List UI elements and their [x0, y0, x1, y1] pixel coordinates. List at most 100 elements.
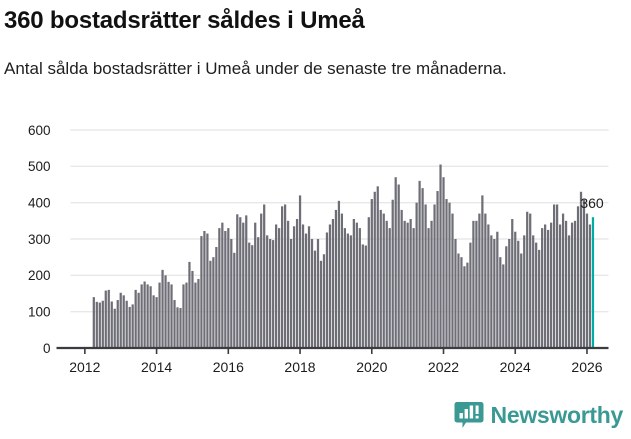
- bar: [585, 213, 589, 348]
- bar: [281, 206, 284, 348]
- bar: [113, 308, 116, 348]
- value-annotations: 360: [580, 195, 604, 211]
- bar: [567, 235, 571, 348]
- bar-chart-speech-bubble-icon: [454, 400, 484, 430]
- bar: [146, 284, 149, 348]
- bar: [376, 186, 379, 348]
- y-tick-label: 400: [28, 196, 51, 211]
- bar: [526, 211, 529, 348]
- y-axis-labels: 0 100 200 300 400 500 600: [28, 123, 51, 356]
- x-tick-label: 2020: [356, 359, 387, 375]
- bar: [588, 224, 592, 348]
- bar: [301, 224, 305, 348]
- x-tick-label: 2012: [69, 359, 100, 375]
- bar: [137, 292, 140, 348]
- x-tick-label: 2018: [284, 359, 315, 375]
- bar: [385, 220, 388, 348]
- bar: [403, 220, 406, 348]
- bar: [388, 228, 391, 348]
- chart-subtitle: Antal sålda bostadsrätter i Umeå under d…: [4, 59, 507, 78]
- bar: [490, 235, 493, 348]
- bar: [331, 219, 335, 348]
- bar: [164, 275, 167, 348]
- bar: [221, 222, 224, 348]
- bar: [275, 224, 278, 348]
- x-tick-label: 2014: [141, 359, 172, 375]
- bar: [505, 246, 508, 348]
- bar: [448, 202, 451, 348]
- bar: [427, 228, 430, 348]
- bar: [343, 228, 347, 348]
- bar: [313, 250, 317, 348]
- bar: [278, 228, 281, 348]
- bar: [466, 262, 469, 348]
- bar: [185, 282, 188, 348]
- bar: [481, 195, 484, 348]
- bar: [140, 284, 143, 348]
- bar: [397, 184, 400, 348]
- bar: [573, 220, 577, 348]
- bar: [176, 307, 179, 348]
- bar: [194, 282, 197, 348]
- bar: [520, 253, 523, 348]
- y-tick-label: 0: [43, 341, 51, 356]
- bar: [316, 239, 320, 348]
- bar: [493, 239, 496, 348]
- bar: [367, 217, 370, 348]
- bar: [502, 264, 505, 348]
- x-tick-label: 2016: [213, 359, 244, 375]
- bar: [107, 289, 110, 348]
- bar: [233, 252, 236, 348]
- bar: [149, 286, 152, 348]
- bar: [394, 177, 397, 348]
- bar: [561, 213, 565, 348]
- bars-group: [92, 164, 595, 348]
- bar: [564, 220, 568, 348]
- bar: [379, 209, 382, 348]
- bar: [532, 235, 535, 348]
- bar: [200, 236, 203, 348]
- bar: [125, 300, 128, 348]
- chart-footer: Newsworthy: [0, 396, 631, 439]
- bar: [92, 297, 95, 348]
- bar: [370, 199, 373, 348]
- bar-highlighted: [591, 217, 595, 348]
- bar: [269, 239, 272, 348]
- bar: [295, 219, 299, 348]
- x-tick-label: 2024: [500, 359, 531, 375]
- bar: [346, 233, 349, 348]
- x-axis-labels: 2012 2014 2016 2018 2020 2022 2024 2026: [69, 359, 603, 375]
- bar: [254, 222, 257, 348]
- page-title: 360 bostadsrätter såldes i Umeå: [4, 7, 365, 34]
- bar: [442, 177, 445, 348]
- bar: [373, 191, 376, 348]
- bar: [203, 231, 206, 348]
- bar: [257, 237, 260, 348]
- bar: [236, 214, 239, 348]
- bar: [182, 284, 185, 348]
- bar: [242, 222, 245, 348]
- bar: [544, 224, 547, 348]
- bar: [555, 204, 559, 348]
- bar: [558, 224, 562, 348]
- bar: [206, 233, 209, 348]
- bar: [409, 219, 412, 348]
- bar: [415, 202, 418, 348]
- bar: [517, 240, 520, 348]
- bar: [499, 257, 502, 348]
- bar: [325, 232, 329, 348]
- bar: [179, 308, 182, 348]
- bar: [286, 220, 290, 348]
- bar: [263, 204, 266, 348]
- bar: [382, 213, 385, 348]
- bar: [158, 282, 161, 348]
- bar: [469, 242, 472, 348]
- bar: [454, 239, 457, 348]
- bar: [212, 257, 215, 348]
- y-tick-label: 500: [28, 159, 51, 174]
- bar: [218, 228, 221, 348]
- bar: [322, 254, 326, 348]
- bar: [552, 204, 556, 348]
- x-tick-label: 2022: [428, 359, 459, 375]
